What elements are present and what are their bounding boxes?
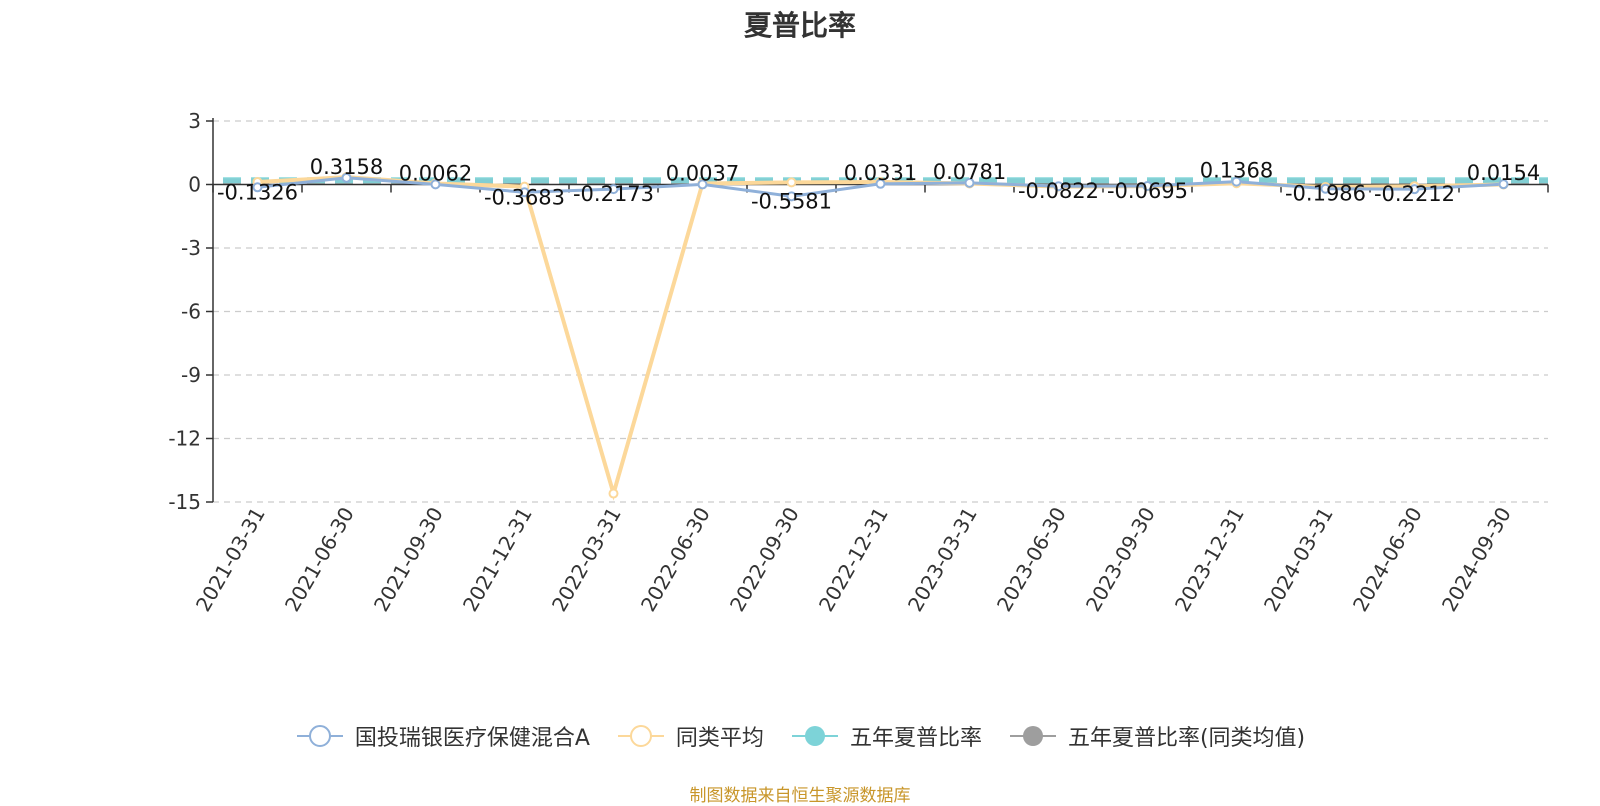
legend-item[interactable]: 国投瑞银医疗保健混合A (295, 720, 590, 752)
legend-label: 五年夏普比率 (849, 726, 982, 751)
point-国投瑞银医疗保健混合A (519, 187, 530, 198)
data-label: -0.2173 (573, 182, 654, 206)
point-国投瑞银医疗保健混合A (786, 191, 797, 202)
x-tick-label: 2022-09-30 (725, 503, 804, 616)
x-tick-label: 2024-09-30 (1437, 503, 1516, 616)
point-国投瑞银医疗保健混合A (1498, 179, 1509, 190)
legend-label: 同类平均 (675, 726, 764, 751)
point-国投瑞银医疗保健混合A (608, 184, 619, 195)
data-label: -0.0822 (1018, 179, 1099, 203)
x-tick-label: 2023-06-30 (992, 503, 1071, 616)
data-label: -0.1326 (217, 180, 298, 204)
legend-item[interactable]: 五年夏普比率 (790, 720, 982, 752)
y-tick-label: -12 (168, 427, 201, 451)
x-tick-label: 2024-03-31 (1259, 503, 1338, 616)
y-tick-label: 0 (188, 173, 201, 197)
data-label: 0.0062 (399, 161, 472, 185)
point-国投瑞银医疗保健混合A (1231, 176, 1242, 187)
y-tick-label: 3 (188, 109, 201, 133)
series-line-同类平均 (257, 175, 1504, 501)
point-国投瑞银医疗保健混合A (875, 178, 886, 189)
point-国投瑞银医疗保健混合A (430, 179, 441, 190)
y-tick-label: -15 (168, 490, 201, 514)
point-同类平均 (608, 488, 619, 499)
x-tick-label: 2023-09-30 (1081, 503, 1160, 616)
x-tick-label: 2021-06-30 (280, 503, 359, 616)
point-国投瑞银医疗保健混合A (252, 182, 263, 193)
point-国投瑞银医疗保健混合A (341, 172, 352, 183)
data-label: -0.5581 (751, 189, 832, 213)
x-tick-label: 2022-12-31 (814, 503, 893, 616)
legend-marker-icon (617, 725, 664, 747)
point-国投瑞银医疗保健混合A (697, 179, 708, 190)
data-label: 0.1368 (1200, 159, 1273, 183)
chart-legend: 国投瑞银医疗保健混合A 同类平均 五年夏普比率 五年夏普比率(同类均值) (0, 720, 1600, 752)
legend-label: 五年夏普比率(同类均值) (1067, 726, 1306, 751)
y-tick-label: -9 (181, 363, 201, 387)
data-label: 0.0331 (844, 161, 917, 185)
point-同类平均 (786, 177, 797, 188)
x-tick-label: 2022-03-31 (547, 503, 626, 616)
point-国投瑞银医疗保健混合A (1053, 181, 1064, 192)
x-tick-label: 2021-09-30 (369, 503, 448, 616)
data-label: -0.1986 (1285, 182, 1366, 206)
data-label: 0.0781 (933, 160, 1006, 184)
y-tick-label: -6 (181, 300, 201, 324)
data-label: -0.0695 (1107, 179, 1188, 203)
data-label: -0.2212 (1374, 182, 1455, 206)
data-label: 0.0154 (1467, 161, 1540, 185)
point-国投瑞银医疗保健混合A (1409, 184, 1420, 195)
legend-label: 国投瑞银医疗保健混合A (354, 726, 590, 751)
x-tick-label: 2024-06-30 (1348, 503, 1427, 616)
point-国投瑞银医疗保健混合A (1320, 183, 1331, 194)
point-国投瑞银医疗保健混合A (964, 177, 975, 188)
legend-marker-icon (1009, 726, 1056, 746)
legend-marker-icon (296, 725, 343, 747)
legend-marker-icon (791, 726, 838, 746)
legend-item[interactable]: 同类平均 (616, 720, 764, 752)
x-tick-label: 2023-12-31 (1170, 503, 1249, 616)
data-label: 0.3158 (310, 155, 383, 179)
x-tick-label: 2021-03-31 (191, 503, 270, 616)
y-tick-label: -3 (181, 236, 201, 260)
x-tick-label: 2022-06-30 (636, 503, 715, 616)
data-label: 0.0037 (666, 161, 739, 185)
x-tick-label: 2023-03-31 (903, 503, 982, 616)
source-note: 制图数据来自恒生聚源数据库 (689, 786, 911, 806)
data-label: -0.3683 (484, 185, 565, 209)
x-tick-label: 2021-12-31 (458, 503, 537, 616)
legend-item[interactable]: 五年夏普比率(同类均值) (1008, 720, 1305, 752)
chart-title: 夏普比率 (743, 9, 856, 42)
point-国投瑞银医疗保健混合A (1142, 180, 1153, 191)
